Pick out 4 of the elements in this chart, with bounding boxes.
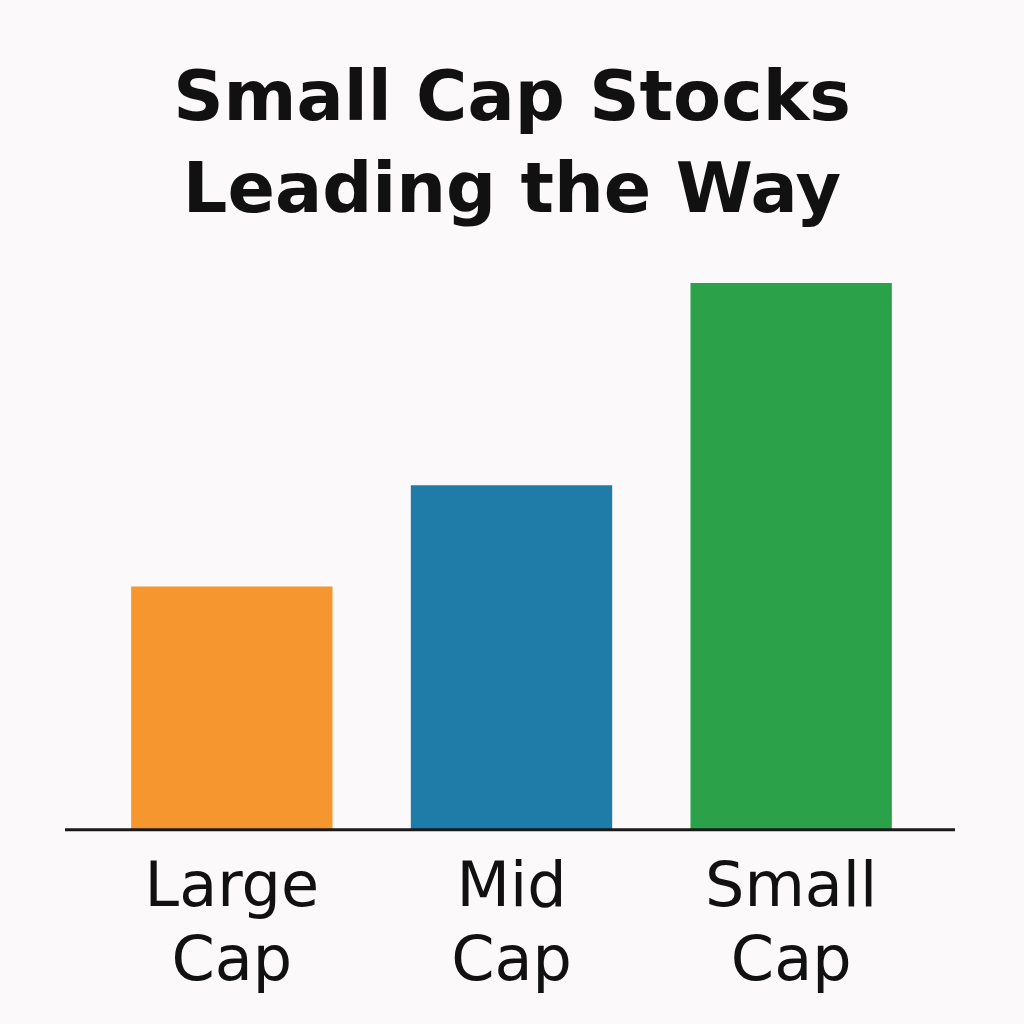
x-tick-label: Mid Cap	[451, 848, 572, 995]
x-tick-label: Large Cap	[144, 848, 320, 995]
x-tick-label: Small Cap	[705, 848, 878, 995]
chart-title: Small Cap Stocks Leading the Way	[172, 54, 852, 231]
